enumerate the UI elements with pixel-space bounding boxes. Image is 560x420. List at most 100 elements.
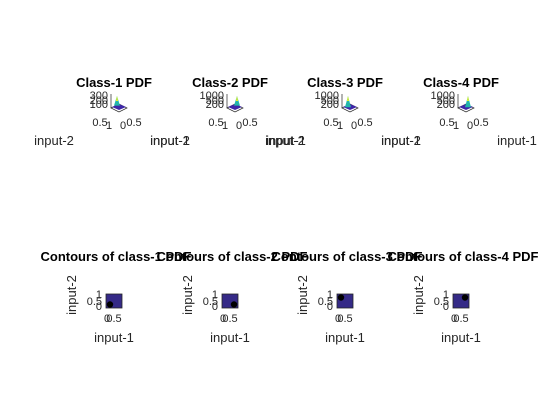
x-tick-label: 0 <box>335 313 341 325</box>
y-tick-label: 0.5 <box>473 117 488 129</box>
surface-peak-top <box>236 96 238 101</box>
contour-title: Contours of class-1 PDF <box>41 249 192 264</box>
contour-title: Contours of class-4 PDF <box>388 249 539 264</box>
x-tick-label: 0 <box>104 313 110 325</box>
z-tick-label: 1000 <box>431 90 455 102</box>
x-tick-label: 0.5 <box>222 313 237 325</box>
z-tick-label: 500 <box>321 95 339 107</box>
z-tick-label: 500 <box>437 95 455 107</box>
y-tick-label: 1 <box>327 289 333 301</box>
y-axis-label: input-2 <box>34 133 74 148</box>
contour-title: Contours of class-2 PDF <box>157 249 308 264</box>
x-axis-label: input-1 <box>325 330 365 345</box>
contour-axes-frame <box>336 293 354 309</box>
y-axis-label: input-2 <box>150 133 190 148</box>
surface-peak <box>345 96 351 108</box>
surface-mesh <box>459 96 473 110</box>
x-tick-label: 1 <box>222 120 228 132</box>
y-tick-label: 1 <box>96 289 102 301</box>
contour-title: Contours of class-3 PDF <box>272 249 423 264</box>
y-tick-label: 0.5 <box>126 117 141 129</box>
x-tick-label: 1 <box>453 120 459 132</box>
x-tick-label: 1 <box>106 120 112 132</box>
x-axis-label: input-1 <box>266 133 306 148</box>
y-axis-label: input-2 <box>180 275 195 315</box>
x-tick-label: 0.5 <box>92 117 107 129</box>
y-axis-label: input-2 <box>295 275 310 315</box>
y-tick-label: 0 <box>351 120 357 132</box>
x-tick-label: 0.5 <box>323 117 338 129</box>
surface-peak-top <box>347 96 349 101</box>
surface-title: Class-2 PDF <box>192 75 268 90</box>
surface-peak <box>465 96 471 108</box>
y-tick-label: 0 <box>467 120 473 132</box>
contour-axes-frame <box>105 293 123 309</box>
contour-axes-frame <box>452 293 470 309</box>
contour-peak <box>461 294 469 301</box>
y-tick-label: 0 <box>120 120 126 132</box>
x-axis-label: input-1 <box>381 133 421 148</box>
y-tick-label: 1 <box>443 289 449 301</box>
x-tick-label: 0 <box>220 313 226 325</box>
x-tick-label: 0.5 <box>208 117 223 129</box>
contour-peak <box>337 294 345 301</box>
x-axis-label: input-1 <box>497 133 537 148</box>
surface-mesh <box>343 96 357 110</box>
y-tick-label: 0 <box>327 301 333 313</box>
z-tick-label: 100 <box>90 99 108 111</box>
y-axis-label: input-2 <box>64 275 79 315</box>
z-tick-label: 1000 <box>315 90 339 102</box>
y-tick-label: 0 <box>443 301 449 313</box>
z-tick-label: 1000 <box>200 90 224 102</box>
x-tick-label: 1 <box>337 120 343 132</box>
contour-plot-4: Contours of class-4 PDF00.5100.5input-1i… <box>388 249 539 345</box>
x-tick-label: 0.5 <box>337 313 352 325</box>
contour-plot-2: Contours of class-2 PDF00.5100.5input-1i… <box>157 249 308 345</box>
x-tick-label: 0.5 <box>439 117 454 129</box>
surface-mesh <box>112 96 126 110</box>
surface-title: Class-4 PDF <box>423 75 499 90</box>
z-tick-label: 300 <box>90 90 108 102</box>
y-tick-label: 0.5 <box>357 117 372 129</box>
x-axis-label: input-1 <box>210 330 250 345</box>
x-axis-label: input-1 <box>150 133 190 148</box>
x-axis-label: input-1 <box>441 330 481 345</box>
y-tick-label: 0 <box>212 301 218 313</box>
y-tick-label: 0.5 <box>203 296 218 308</box>
x-tick-label: 0.5 <box>106 313 121 325</box>
surface-title: Class-1 PDF <box>76 75 152 90</box>
surface-peak-top <box>467 96 469 101</box>
x-axis-label: input-1 <box>94 330 134 345</box>
z-tick-label: 500 <box>206 95 224 107</box>
y-axis-label: input-2 <box>265 133 305 148</box>
contour-plot-1: Contours of class-1 PDF00.5100.5input-1i… <box>41 249 192 345</box>
contour-peak <box>106 301 114 308</box>
y-tick-label: 0 <box>96 301 102 313</box>
x-tick-label: 0 <box>451 313 457 325</box>
z-tick-label: 200 <box>90 95 108 107</box>
surface-peak-top <box>116 96 118 101</box>
x-tick-label: 0.5 <box>453 313 468 325</box>
y-tick-label: 0.5 <box>242 117 257 129</box>
y-axis-label: input-2 <box>381 133 421 148</box>
contour-plots-row: Contours of class-1 PDF00.5100.5input-1i… <box>41 249 539 345</box>
y-tick-label: 0 <box>236 120 242 132</box>
z-tick-label: 200 <box>206 99 224 111</box>
contour-plot-3: Contours of class-3 PDF00.5100.5input-1i… <box>272 249 423 345</box>
y-tick-label: 0.5 <box>87 296 102 308</box>
z-tick-label: 200 <box>321 99 339 111</box>
contour-axes-frame <box>221 293 239 309</box>
z-tick-label: 200 <box>437 99 455 111</box>
y-axis-label: input-2 <box>411 275 426 315</box>
y-tick-label: 0.5 <box>434 296 449 308</box>
surface-title: Class-3 PDF <box>307 75 383 90</box>
y-tick-label: 1 <box>212 289 218 301</box>
contour-peak <box>230 301 238 308</box>
y-tick-label: 0.5 <box>318 296 333 308</box>
